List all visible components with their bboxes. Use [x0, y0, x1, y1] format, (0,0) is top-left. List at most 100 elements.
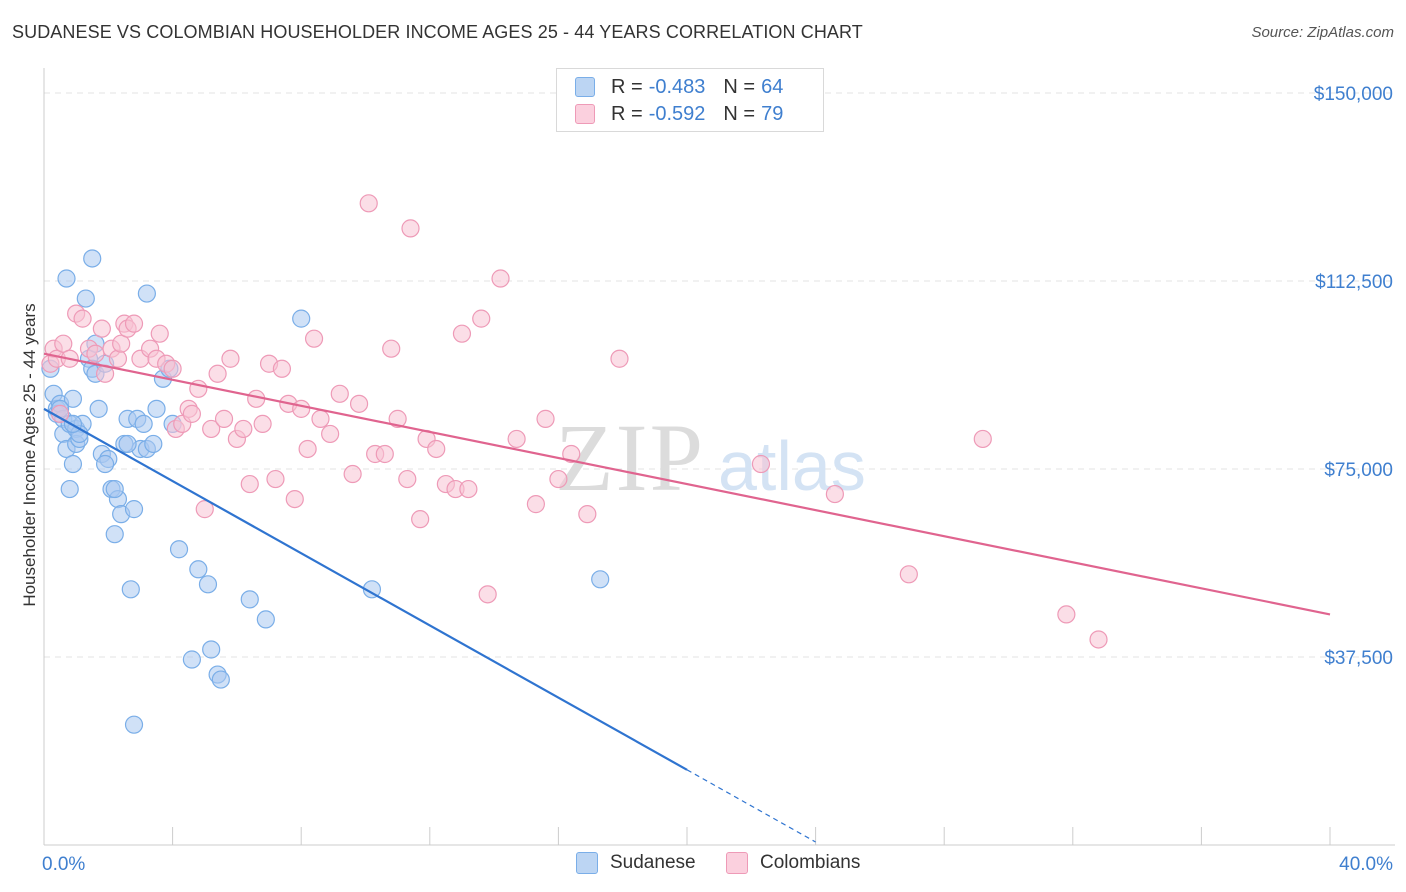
colombian-point [973, 429, 992, 449]
colombian-point [304, 329, 324, 348]
chart-title: SUDANESE VS COLOMBIAN HOUSEHOLDER INCOME… [12, 22, 863, 42]
colombian-point [1057, 605, 1076, 624]
colombian-point [526, 495, 545, 514]
colombian-point [1089, 630, 1108, 649]
y-tick-label: $37,500 [1324, 648, 1393, 669]
colombian-point [825, 484, 844, 504]
x-tick-labels: 0.0% 40.0% [42, 854, 1393, 875]
sudanese-point [83, 249, 102, 268]
sudanese-point [240, 590, 259, 609]
y-axis-label: Householder Income Ages 25 - 44 years [20, 303, 39, 606]
colombian-points [41, 194, 1108, 649]
colombian-point [578, 505, 597, 524]
colombian-point [536, 409, 555, 428]
legend-n-label: N = [723, 75, 756, 98]
colombian-point [375, 444, 394, 464]
sudanese-point [182, 650, 201, 669]
legend-r-value: -0.592 [648, 102, 706, 125]
colombian-point [562, 444, 581, 464]
colombian-point [330, 384, 349, 403]
colombian-point [112, 334, 131, 353]
sudanese-point [105, 479, 124, 499]
chart-source: Source: ZipAtlas.com [1251, 24, 1394, 41]
sudanese-trend-extension [686, 769, 816, 843]
colombian-point [272, 359, 292, 378]
colombian-point [285, 489, 304, 509]
colombian-point [349, 394, 369, 413]
sudanese-point [57, 269, 76, 288]
colombian-point [507, 429, 526, 449]
bottom-legend-colombians: Colombians [726, 852, 860, 874]
sudanese-point [198, 575, 218, 594]
y-tick-label: $150,000 [1314, 84, 1393, 105]
colombian-point [472, 309, 491, 328]
sudanese-point [256, 610, 275, 629]
colombian-point [411, 510, 430, 529]
colombian-point [459, 479, 478, 499]
colombian-point [214, 409, 234, 428]
sudanese-point [76, 289, 95, 308]
x-tick-label: 0.0% [42, 854, 85, 875]
x-tick-label: 40.0% [1339, 854, 1393, 875]
legend-r-value: -0.483 [648, 75, 706, 98]
colombian-point [86, 344, 105, 363]
sudanese-point [124, 715, 144, 734]
y-tick-label: $75,000 [1324, 460, 1393, 481]
colombian-point [610, 349, 629, 368]
colombian-swatch [726, 852, 748, 874]
colombian-point [398, 469, 417, 489]
grid-lines [44, 92, 1395, 658]
sudanese-point [121, 580, 140, 599]
sudanese-point [147, 399, 166, 418]
sudanese-swatch [576, 852, 598, 874]
colombian-point [899, 565, 918, 584]
sudanese-point [95, 454, 115, 474]
colombians-label: Colombians [760, 852, 861, 873]
y-tick-label: $112,500 [1315, 272, 1393, 293]
sudanese-point [124, 500, 144, 519]
colombian-point [234, 419, 253, 439]
sudanese-point [144, 434, 163, 454]
sudanese-point [134, 414, 153, 434]
sudanese-point [63, 389, 83, 408]
colombian-point [478, 585, 497, 604]
colombian-point [388, 409, 407, 428]
colombian-point [208, 364, 227, 383]
colombian-point [150, 324, 169, 343]
sudanese-point [118, 434, 137, 454]
colombian-point [401, 219, 420, 238]
sudanese-point [60, 479, 79, 499]
sudanese-point [202, 640, 221, 659]
colombian-point [240, 474, 259, 494]
sudanese-point [169, 540, 189, 559]
colombian-point [73, 309, 92, 328]
colombian-point [359, 194, 378, 213]
legend-r-label: R = [611, 75, 643, 98]
colombian-point [751, 454, 771, 474]
correlation-legend: R = -0.483 N = 64 R = -0.592 N = 79 [556, 68, 824, 132]
colombian-point [298, 439, 317, 459]
colombian-point [452, 324, 472, 343]
colombian-point [92, 319, 111, 338]
sudanese-swatch [575, 77, 595, 97]
sudanese-trend-line [43, 407, 688, 771]
watermark: ZIP atlas [555, 404, 866, 511]
legend-r-label: R = [611, 102, 643, 125]
colombian-point [54, 334, 73, 353]
legend-row-colombians: R = -0.592 N = 79 [575, 101, 783, 127]
y-tick-labels: $37,500 $75,000 $112,500 $150,000 [1314, 84, 1393, 669]
axes [43, 68, 1395, 846]
colombian-point [311, 409, 330, 428]
sudanese-point [211, 670, 230, 689]
colombian-point [343, 464, 362, 484]
colombian-point [292, 399, 311, 418]
colombian-point [382, 339, 401, 358]
colombian-point [253, 414, 272, 434]
colombian-point [221, 349, 240, 368]
colombian-point [491, 269, 510, 288]
sudanese-point [591, 570, 610, 589]
trend-lines [43, 352, 1331, 843]
colombian-point [124, 314, 144, 333]
sudanese-point [189, 560, 208, 579]
colombian-point [182, 404, 201, 423]
